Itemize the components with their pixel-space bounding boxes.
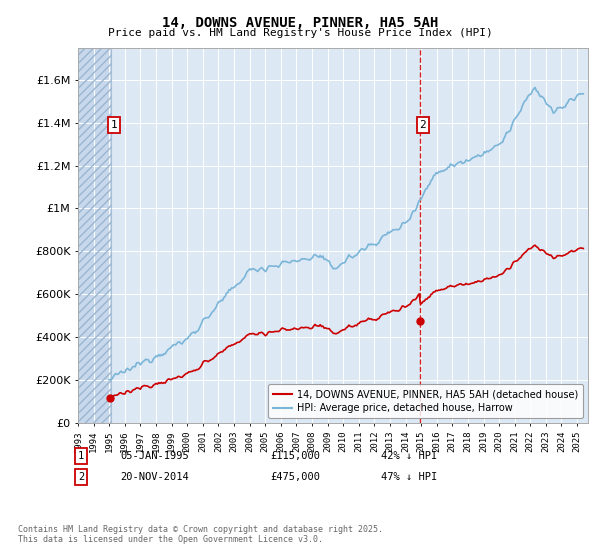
Text: 42% ↓ HPI: 42% ↓ HPI — [381, 451, 437, 461]
Text: £115,000: £115,000 — [270, 451, 320, 461]
Text: 20-NOV-2014: 20-NOV-2014 — [120, 472, 189, 482]
Text: £475,000: £475,000 — [270, 472, 320, 482]
Legend: 14, DOWNS AVENUE, PINNER, HA5 5AH (detached house), HPI: Average price, detached: 14, DOWNS AVENUE, PINNER, HA5 5AH (detac… — [268, 384, 583, 418]
Text: 1: 1 — [110, 120, 117, 130]
Text: Price paid vs. HM Land Registry's House Price Index (HPI): Price paid vs. HM Land Registry's House … — [107, 28, 493, 38]
Bar — [78, 48, 111, 423]
Text: 47% ↓ HPI: 47% ↓ HPI — [381, 472, 437, 482]
Text: 1: 1 — [78, 451, 84, 461]
Text: 2: 2 — [419, 120, 426, 130]
Text: 2: 2 — [78, 472, 84, 482]
Text: 05-JAN-1995: 05-JAN-1995 — [120, 451, 189, 461]
Bar — [78, 48, 111, 423]
Text: 14, DOWNS AVENUE, PINNER, HA5 5AH: 14, DOWNS AVENUE, PINNER, HA5 5AH — [162, 16, 438, 30]
Text: Contains HM Land Registry data © Crown copyright and database right 2025.
This d: Contains HM Land Registry data © Crown c… — [18, 525, 383, 544]
